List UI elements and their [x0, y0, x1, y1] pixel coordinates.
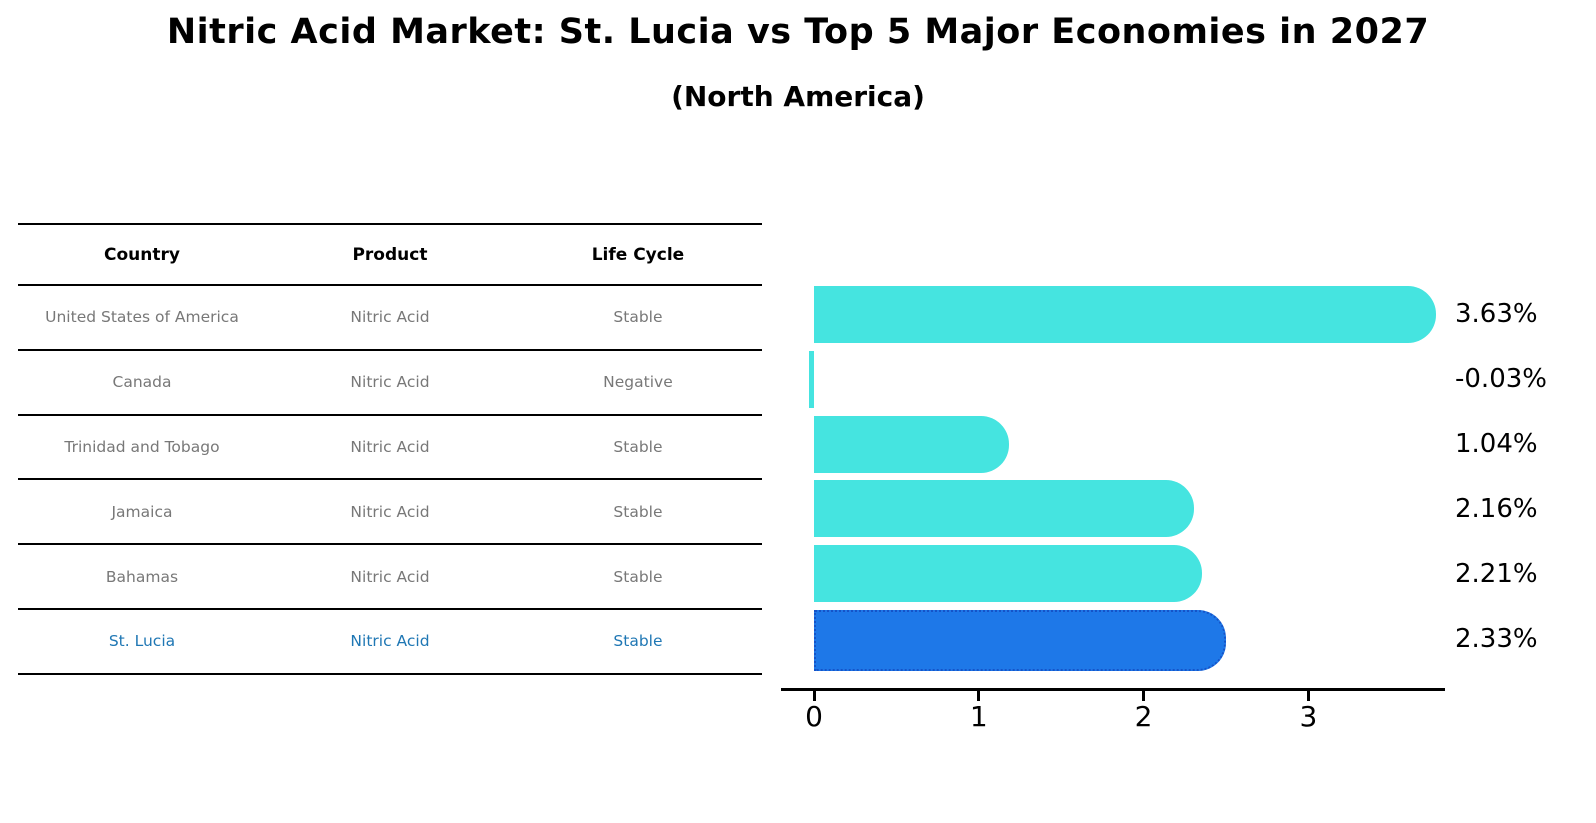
page-subtitle: (North America): [671, 80, 925, 113]
x-axis-tick-label: 3: [1299, 700, 1318, 733]
page-title: Nitric Acid Market: St. Lucia vs Top 5 M…: [166, 12, 1430, 52]
cell-product: Nitric Acid: [350, 567, 430, 586]
cell-life-cycle: Stable: [613, 632, 663, 651]
cell-life-cycle: Stable: [613, 502, 663, 521]
x-axis-tick: [1142, 691, 1146, 701]
table-row-highlighted: St. Lucia Nitric Acid Stable: [18, 610, 762, 675]
value-label: 3.63%: [1455, 299, 1538, 330]
table-header-row: Country Product Life Cycle: [18, 223, 762, 286]
value-label: 2.21%: [1455, 558, 1538, 589]
cell-product: Nitric Acid: [350, 632, 430, 651]
cell-product: Nitric Acid: [350, 308, 430, 327]
cell-country: United States of America: [45, 308, 239, 327]
value-label: 2.33%: [1455, 623, 1538, 654]
cell-country: Bahamas: [105, 567, 179, 586]
table-row: Trinidad and Tobago Nitric Acid Stable: [18, 416, 762, 481]
cell-country: Jamaica: [111, 502, 173, 521]
x-axis-tick-label: 1: [969, 700, 988, 733]
cell-country: St. Lucia: [108, 632, 176, 651]
cell-product: Nitric Acid: [350, 502, 430, 521]
x-axis-tick: [812, 691, 816, 701]
bar-united-states-of-america: [814, 285, 1437, 343]
x-axis-tick-label: 2: [1134, 700, 1153, 733]
bar-st-lucia: [814, 610, 1226, 672]
table-row: Jamaica Nitric Acid Stable: [18, 480, 762, 546]
bar-bahamas: [814, 545, 1203, 603]
x-axis-tick-label: 0: [805, 700, 823, 733]
value-label: -0.03%: [1455, 364, 1547, 395]
bar-jamaica: [814, 480, 1194, 538]
cell-product: Nitric Acid: [350, 373, 430, 392]
cell-life-cycle: Negative: [603, 373, 673, 392]
x-axis-tick: [1306, 691, 1310, 701]
table-row: Bahamas Nitric Acid Stable: [18, 545, 762, 610]
header-product: Product: [352, 244, 428, 265]
bar-canada: [809, 350, 814, 408]
cell-country: Canada: [112, 373, 172, 392]
value-label: 2.16%: [1455, 493, 1538, 524]
cell-life-cycle: Stable: [613, 308, 663, 327]
comparison-table: Country Product Life Cycle United States…: [18, 223, 762, 675]
cell-life-cycle: Stable: [613, 567, 663, 586]
x-axis-tick: [977, 691, 981, 701]
value-label: 1.04%: [1455, 429, 1538, 460]
header-country: Country: [104, 244, 180, 265]
cell-life-cycle: Stable: [613, 437, 663, 456]
header-life-cycle: Life Cycle: [591, 244, 685, 265]
cell-country: Trinidad and Tobago: [64, 437, 220, 456]
x-axis-line: [781, 688, 1445, 691]
cell-product: Nitric Acid: [350, 437, 430, 456]
table-row: Canada Nitric Acid Negative: [18, 351, 762, 416]
table-row: United States of America Nitric Acid Sta…: [18, 286, 762, 351]
bar-trinidad-and-tobago: [814, 415, 1010, 473]
